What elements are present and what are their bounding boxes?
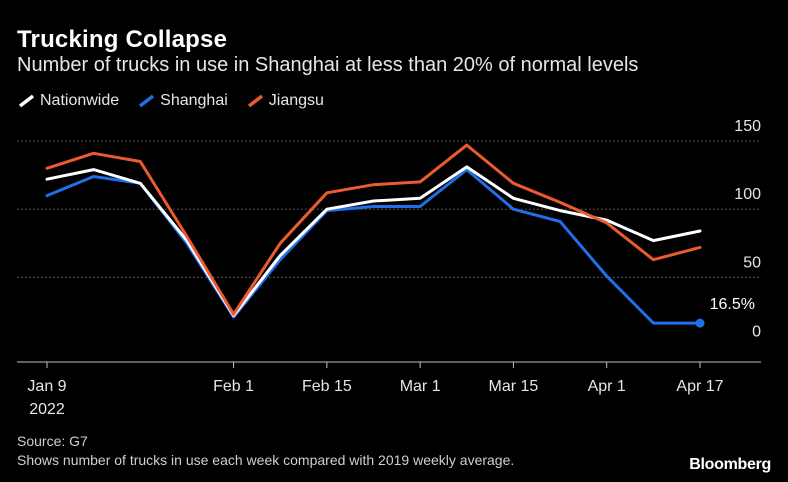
x-tick-label-5: Apr 1 [588,378,626,395]
series-line-shanghai [45,168,702,325]
x-tick-label-1: Feb 1 [213,378,254,395]
chart-title: Trucking Collapse [17,26,228,53]
x-tick-label-0: Jan 9 [27,378,66,395]
legend-swatch-nationwide [18,94,35,108]
y-tick-label-0: 0 [752,324,761,341]
series-line-nationwide [45,165,702,318]
legend-label-jiangsu: Jiangsu [268,92,324,109]
legend-label-shanghai: Shanghai [160,92,228,109]
series-line-jiangsu [45,143,702,316]
legend-item-shanghai: Shanghai [137,92,228,110]
source-note: Source: G7 [17,433,88,449]
x-tick-label-4: Mar 15 [489,378,539,395]
chart-subtitle: Number of trucks in use in Shanghai at l… [17,54,639,76]
x-tick-sublabel-0: 2022 [29,401,65,418]
endpoint-marker-shanghai [695,318,705,328]
bloomberg-logo: Bloomberg [689,456,771,473]
x-tick-label-3: Mar 1 [400,378,441,395]
legend-label-nationwide: Nationwide [40,92,120,109]
annotation-label-0: 16.5% [710,296,755,313]
y-tick-label-50: 50 [743,254,761,271]
x-tick-label-2: Feb 15 [302,378,352,395]
methodology-note: Shows number of trucks in use each week … [17,452,515,468]
legend-swatch-shanghai [139,94,155,108]
legend: Nationwide Shanghai Jiangsu [17,92,342,110]
legend-item-jiangsu: Jiangsu [246,92,324,110]
y-tick-label-100: 100 [734,186,761,203]
legend-swatch-jiangsu [247,94,263,108]
x-tick-label-6: Apr 17 [676,378,723,395]
legend-item-nationwide: Nationwide [17,92,119,110]
y-tick-label-150: 150 [734,118,761,135]
